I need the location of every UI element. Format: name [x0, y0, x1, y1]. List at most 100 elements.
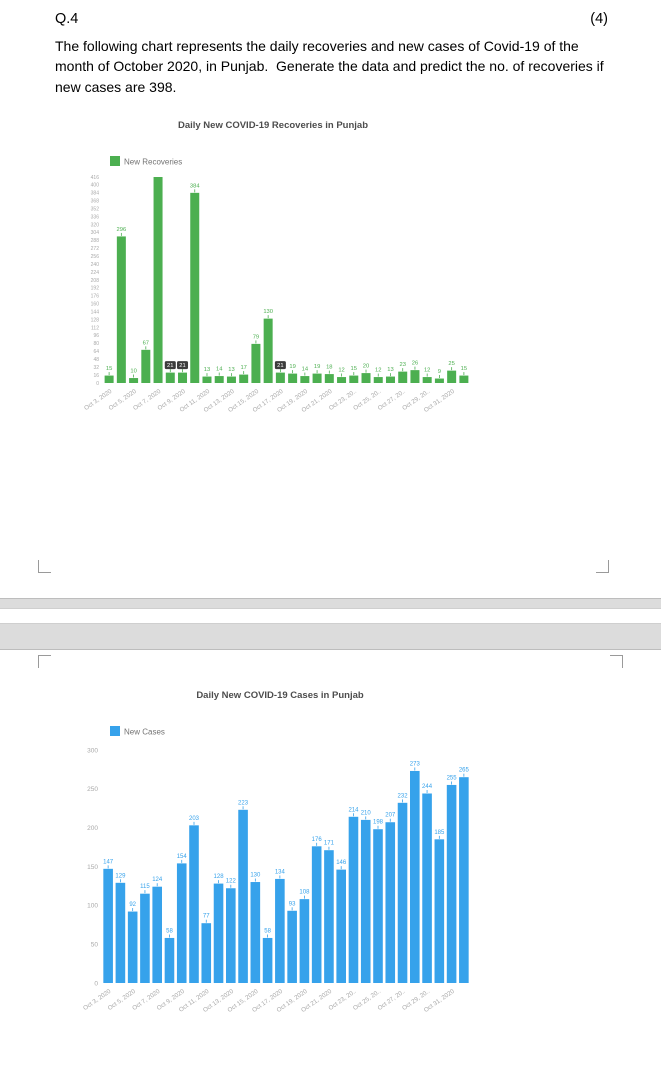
recoveries-bar-chart: Daily New COVID-19 Recoveries in Punjab N… [83, 120, 469, 414]
svg-text:79: 79 [253, 334, 259, 340]
svg-text:112: 112 [91, 325, 99, 331]
svg-text:80: 80 [93, 341, 99, 347]
cases-bar-chart: Daily New COVID-19 Cases in Punjab New Ca… [82, 690, 470, 1014]
svg-text:92: 92 [129, 902, 136, 908]
svg-text:384: 384 [190, 183, 200, 189]
svg-text:21: 21 [167, 363, 173, 369]
svg-text:77: 77 [203, 914, 210, 920]
svg-text:0: 0 [96, 381, 99, 387]
page-1: Q.4 (4) The following chart represents t… [38, 11, 609, 573]
svg-text:176: 176 [91, 294, 100, 300]
svg-text:250: 250 [87, 786, 98, 793]
question-marks: (4) [590, 11, 608, 27]
svg-text:0: 0 [94, 980, 98, 987]
svg-text:144: 144 [91, 309, 100, 315]
svg-text:244: 244 [422, 784, 433, 790]
page-break-band-bottom [0, 623, 661, 650]
svg-text:25: 25 [448, 361, 454, 367]
page-2: Daily New COVID-19 Cases in Punjab New Ca… [0, 650, 661, 1065]
svg-text:224: 224 [91, 270, 100, 276]
svg-text:200: 200 [87, 825, 98, 832]
svg-text:15: 15 [106, 366, 112, 372]
svg-text:14: 14 [216, 367, 223, 373]
svg-text:273: 273 [410, 761, 421, 767]
svg-text:100: 100 [87, 903, 98, 910]
svg-text:108: 108 [299, 890, 310, 896]
svg-text:129: 129 [115, 873, 126, 879]
svg-text:10: 10 [130, 369, 136, 375]
svg-text:128: 128 [91, 317, 100, 323]
svg-text:320: 320 [91, 222, 100, 228]
svg-text:265: 265 [459, 768, 470, 774]
question-text: The following chart represents the daily… [55, 38, 608, 95]
svg-text:Daily New COVID-19 Cases in Pu: Daily New COVID-19 Cases in Punjab [196, 690, 364, 701]
svg-text:13: 13 [204, 367, 210, 373]
page-break-band-top [0, 598, 661, 609]
svg-text:146: 146 [336, 860, 347, 866]
svg-text:198: 198 [373, 820, 384, 826]
svg-text:400: 400 [91, 183, 100, 189]
svg-text:26: 26 [412, 361, 418, 367]
svg-text:150: 150 [87, 864, 98, 871]
svg-text:130: 130 [250, 873, 261, 879]
svg-text:17: 17 [240, 365, 246, 371]
svg-text:214: 214 [348, 807, 359, 813]
svg-text:96: 96 [93, 333, 99, 339]
svg-text:20: 20 [363, 364, 369, 370]
svg-text:352: 352 [91, 206, 100, 212]
svg-text:15: 15 [461, 366, 467, 372]
question-number: Q.4 [55, 11, 79, 27]
svg-text:12: 12 [338, 368, 344, 374]
svg-text:232: 232 [398, 793, 409, 799]
svg-text:12: 12 [375, 368, 381, 374]
svg-text:16: 16 [93, 373, 99, 379]
svg-text:223: 223 [238, 800, 249, 806]
svg-text:240: 240 [91, 262, 100, 268]
margin-mark-bottom-right [596, 560, 609, 573]
svg-text:207: 207 [385, 813, 396, 819]
svg-text:256: 256 [91, 254, 100, 260]
svg-text:210: 210 [361, 810, 372, 816]
svg-text:134: 134 [275, 869, 286, 875]
svg-text:50: 50 [91, 941, 99, 948]
svg-text:296: 296 [117, 227, 127, 233]
svg-text:122: 122 [226, 879, 237, 885]
svg-text:New Recoveries: New Recoveries [124, 158, 182, 167]
svg-text:18: 18 [326, 365, 332, 371]
margin-mark-top-left [38, 655, 51, 668]
svg-text:Daily New COVID-19 Recoveries: Daily New COVID-19 Recoveries in Punjab [178, 120, 368, 131]
svg-text:208: 208 [91, 278, 100, 284]
svg-text:203: 203 [189, 816, 200, 822]
svg-text:185: 185 [434, 830, 445, 836]
svg-text:64: 64 [93, 349, 99, 355]
svg-text:384: 384 [91, 191, 100, 197]
svg-text:288: 288 [91, 238, 100, 244]
svg-text:255: 255 [447, 775, 458, 781]
svg-text:19: 19 [314, 364, 320, 370]
svg-text:93: 93 [289, 901, 296, 907]
svg-text:115: 115 [140, 884, 150, 890]
svg-text:147: 147 [103, 859, 114, 865]
svg-text:13: 13 [228, 367, 234, 373]
svg-text:15: 15 [351, 366, 357, 372]
svg-text:12: 12 [424, 368, 430, 374]
svg-text:304: 304 [91, 230, 100, 236]
svg-text:368: 368 [91, 199, 100, 205]
svg-text:58: 58 [264, 928, 271, 934]
svg-text:272: 272 [91, 246, 100, 252]
svg-text:19: 19 [289, 364, 295, 370]
svg-text:21: 21 [179, 363, 185, 369]
margin-mark-top-right [610, 655, 623, 668]
svg-text:154: 154 [177, 854, 188, 860]
svg-text:58: 58 [166, 928, 173, 934]
svg-text:300: 300 [87, 747, 98, 754]
svg-text:13: 13 [387, 367, 393, 373]
svg-text:336: 336 [91, 214, 100, 220]
svg-text:176: 176 [312, 837, 323, 843]
svg-text:192: 192 [91, 286, 100, 292]
svg-text:9: 9 [438, 369, 441, 375]
margin-mark-bottom-left [38, 560, 51, 573]
svg-text:130: 130 [263, 309, 273, 315]
svg-text:14: 14 [302, 367, 309, 373]
